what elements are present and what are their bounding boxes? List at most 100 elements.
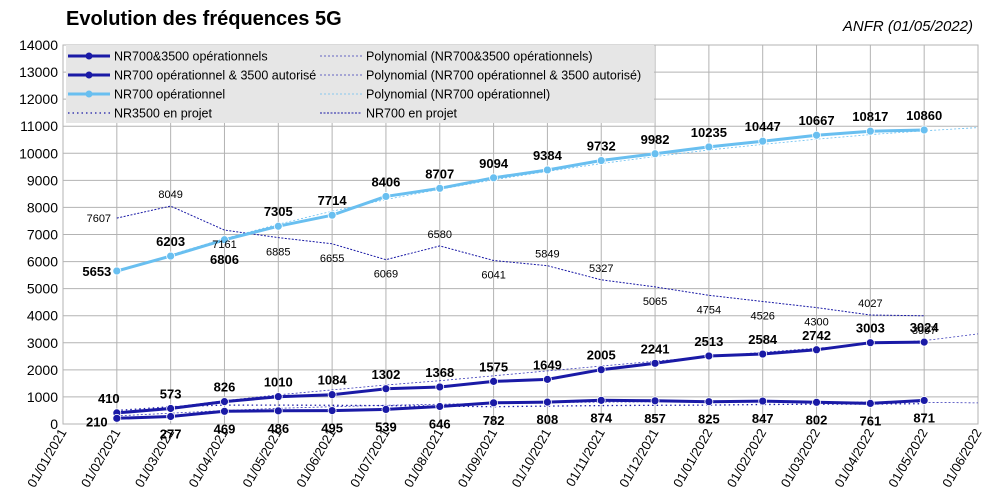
data-label: 486	[267, 421, 289, 436]
data-label: 808	[537, 412, 559, 427]
data-label: 5065	[643, 296, 667, 308]
data-label: 6885	[266, 247, 290, 259]
data-label: 210	[86, 414, 108, 429]
y-tick-label: 5000	[27, 281, 58, 297]
data-label: 1649	[533, 357, 562, 372]
data-label: 802	[806, 412, 828, 427]
x-tick-label: 01/03/2022	[778, 426, 824, 490]
legend-label: NR700 en projet	[366, 107, 458, 121]
y-tick-label: 6000	[27, 254, 58, 270]
x-tick-label: 01/10/2021	[508, 426, 554, 490]
y-tick-label: 11000	[20, 118, 58, 134]
data-label: 3024	[910, 320, 940, 335]
legend-box	[66, 45, 654, 123]
data-point	[273, 406, 283, 416]
data-label: 8406	[371, 174, 400, 189]
y-tick-label: 7000	[27, 227, 58, 243]
y-tick-label: 14000	[19, 37, 58, 53]
data-label: 6069	[374, 269, 398, 281]
y-tick-label: 12000	[19, 91, 58, 107]
legend-label: Polynomial (NR700 opérationnel & 3500 au…	[366, 69, 641, 83]
data-point	[704, 351, 714, 361]
data-label: 2513	[694, 334, 723, 349]
data-point	[489, 376, 498, 386]
x-tick-label: 01/02/2021	[78, 426, 124, 490]
data-label: 761	[860, 413, 882, 428]
x-tick-label: 01/11/2021	[563, 426, 608, 489]
data-label: 10817	[852, 109, 888, 124]
y-tick-label: 13000	[19, 64, 58, 80]
series-layer	[112, 125, 979, 423]
data-point	[220, 397, 229, 407]
data-label: 1010	[264, 375, 293, 390]
data-point	[327, 390, 337, 400]
data-point	[166, 404, 176, 413]
data-label: 410	[98, 391, 120, 406]
data-point	[704, 142, 714, 152]
data-point	[381, 192, 391, 201]
data-label: 9732	[587, 139, 616, 154]
data-label: 6041	[481, 269, 505, 281]
data-point	[273, 392, 283, 402]
data-label: 277	[160, 427, 182, 442]
legend-label: NR3500 en projet	[114, 107, 213, 121]
data-label: 646	[429, 417, 451, 432]
chart-title: Evolution des fréquences 5G	[66, 8, 342, 30]
data-point	[112, 413, 122, 423]
data-point	[758, 396, 768, 406]
data-point	[865, 398, 875, 408]
data-point	[596, 365, 606, 375]
legend-label: Polynomial (NR700&3500 opérationnels)	[366, 50, 593, 64]
data-label: 847	[752, 411, 774, 426]
data-label: 5849	[535, 249, 559, 261]
data-label: 6655	[320, 253, 344, 265]
data-label: 9094	[479, 156, 509, 171]
legend-label: Polynomial (NR700 opérationnel)	[366, 88, 550, 102]
data-label: 6203	[156, 234, 185, 249]
data-label: 8049	[158, 189, 182, 201]
data-label: 5327	[589, 263, 613, 275]
data-label: 8707	[425, 166, 454, 181]
data-point	[919, 396, 929, 405]
x-tick-label: 01/01/2021	[24, 426, 70, 490]
data-point	[220, 406, 229, 416]
data-label: 2584	[748, 332, 778, 347]
x-tick-label: 01/07/2021	[347, 426, 393, 490]
data-point	[812, 397, 821, 407]
series-line	[116, 127, 979, 273]
data-label: 7607	[87, 213, 111, 225]
data-point	[112, 266, 122, 276]
data-point	[812, 130, 821, 140]
data-label: 9384	[533, 148, 563, 163]
x-tick-label: 01/01/2022	[670, 426, 716, 490]
data-point	[489, 398, 498, 408]
data-label: 7305	[264, 204, 293, 219]
legend-label: NR700&3500 opérationnels	[114, 50, 268, 64]
data-point	[650, 149, 660, 159]
y-tick-label: 10000	[19, 145, 58, 161]
data-point	[758, 136, 768, 146]
data-label: 9982	[641, 132, 670, 147]
data-point	[435, 382, 445, 392]
y-tick-label: 9000	[27, 172, 58, 188]
series-line	[116, 398, 925, 420]
x-tick-label: 01/02/2022	[724, 426, 770, 490]
y-tick-label: 0	[50, 416, 58, 432]
data-point	[220, 235, 229, 245]
data-label: 4300	[804, 317, 828, 329]
data-label: 10235	[691, 125, 727, 140]
legend: NR700&3500 opérationnels Polynomial (NR70…	[66, 45, 654, 123]
data-label: 2241	[641, 341, 670, 356]
y-tick-label: 8000	[27, 199, 58, 215]
data-point	[596, 395, 606, 405]
y-tick-label: 3000	[27, 335, 58, 351]
data-label: 3997	[912, 325, 936, 337]
data-label: 3003	[856, 321, 885, 336]
data-point	[543, 165, 552, 175]
legend-label: NR700 opérationnel & 3500 autorisé	[114, 69, 316, 83]
y-tick-label: 2000	[27, 362, 58, 378]
data-label: 5653	[82, 264, 111, 279]
y-tick-label: 1000	[27, 389, 58, 405]
legend-marker	[85, 52, 93, 60]
